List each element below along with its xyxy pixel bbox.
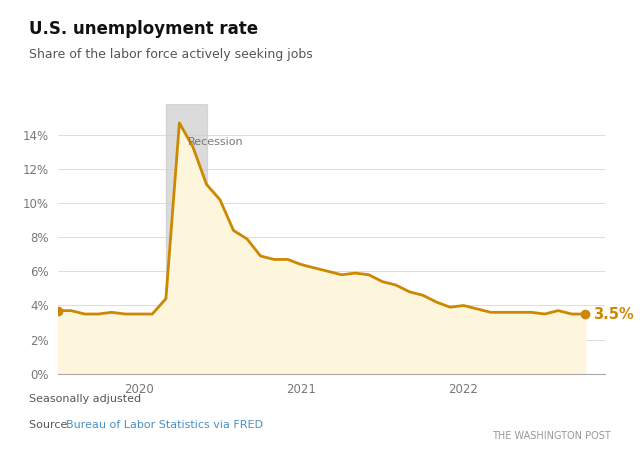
Text: Share of the labor force actively seeking jobs: Share of the labor force actively seekin… — [29, 48, 312, 61]
Text: Recession: Recession — [188, 137, 243, 147]
Text: U.S. unemployment rate: U.S. unemployment rate — [29, 20, 258, 39]
Bar — [166, 104, 207, 374]
Text: Source:: Source: — [29, 420, 74, 430]
Text: Seasonally adjusted: Seasonally adjusted — [29, 394, 141, 404]
Text: Bureau of Labor Statistics via FRED: Bureau of Labor Statistics via FRED — [66, 420, 263, 430]
Text: THE WASHINGTON POST: THE WASHINGTON POST — [492, 431, 611, 441]
Text: 3.5%: 3.5% — [593, 307, 634, 322]
